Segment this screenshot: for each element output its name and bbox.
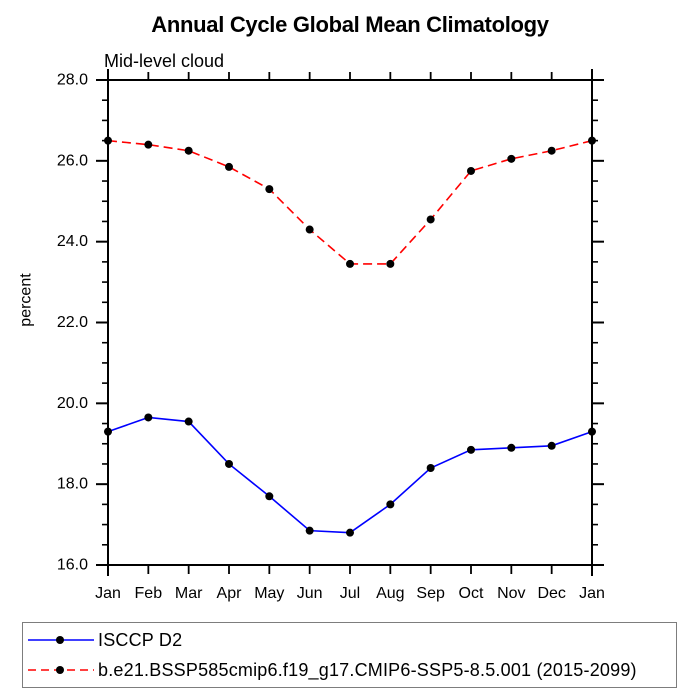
- y-tick-label: 18.0: [57, 476, 88, 493]
- marker-series-0: [547, 441, 556, 450]
- y-tick-label: 24.0: [57, 233, 88, 250]
- marker-series-1: [104, 136, 112, 145]
- marker-series-0: [386, 500, 395, 509]
- marker-series-0: [346, 528, 354, 537]
- x-tick-label: Jul: [340, 585, 360, 602]
- marker-series-1: [144, 140, 153, 149]
- marker-series-1: [184, 146, 193, 155]
- marker-series-0: [507, 443, 516, 452]
- x-tick-label: Jun: [297, 585, 323, 602]
- marker-series-0: [225, 459, 233, 468]
- plot-frame: [107, 79, 593, 566]
- legend-sample-marker: [56, 666, 64, 674]
- x-tick-label: Nov: [497, 585, 525, 602]
- legend-label-obs: ISCCP D2: [98, 629, 183, 650]
- y-tick-label: 26.0: [57, 152, 88, 169]
- x-tick-label: Jan: [579, 585, 605, 602]
- marker-series-1: [265, 185, 274, 194]
- marker-series-0: [305, 526, 314, 535]
- y-tick-label: 20.0: [57, 395, 88, 412]
- y-tick-label: 16.0: [57, 557, 88, 574]
- plot-svg: percent 16.0 18.0 20.0 22.0 24.0 26.0 28.0 Jan F…: [18, 69, 605, 602]
- x-tick-label: Mar: [175, 585, 203, 602]
- marker-series-0: [184, 417, 193, 426]
- marker-series-0: [265, 492, 274, 501]
- chart-subtitle: Mid-level cloud: [104, 51, 225, 71]
- marker-series-0: [144, 413, 153, 422]
- x-tick-label: Oct: [459, 585, 484, 602]
- marker-series-0: [426, 464, 435, 472]
- marker-series-0: [467, 445, 475, 454]
- chart-title: Annual Cycle Global Mean Climatology: [151, 12, 549, 37]
- legend-sample-line-model: [28, 666, 94, 674]
- x-tick-label: Jan: [95, 585, 121, 602]
- x-tick-label: Apr: [217, 585, 243, 602]
- marker-series-1: [467, 166, 475, 175]
- x-tick-label: Sep: [416, 585, 445, 602]
- legend-item-model: b.e21.BSSP585cmip6.f19_g17.CMIP6-SSP5-8.…: [26, 655, 676, 685]
- marker-series-1: [507, 154, 516, 163]
- y-tick-label: 28.0: [57, 72, 88, 89]
- x-tick-label: Dec: [537, 585, 565, 602]
- legend-sample-line-obs: [28, 636, 94, 644]
- legend-sample-marker: [56, 636, 64, 644]
- marker-series-1: [426, 215, 435, 224]
- marker-series-0: [104, 427, 112, 436]
- marker-series-1: [346, 259, 354, 268]
- marker-series-1: [225, 162, 233, 171]
- legend-label-model: b.e21.BSSP585cmip6.f19_g17.CMIP6-SSP5-8.…: [98, 659, 637, 680]
- x-tick-label: May: [254, 585, 284, 602]
- legend-box: ISCCP D2 b.e21.BSSP585cmip6.f19_g17.CMIP…: [22, 622, 677, 688]
- marker-series-0: [588, 427, 596, 436]
- legend-item-obs: ISCCP D2: [26, 625, 676, 655]
- y-tick-label: 22.0: [57, 314, 88, 331]
- x-tick-label: Feb: [135, 585, 163, 602]
- marker-series-1: [305, 225, 314, 234]
- series-line-1: [107, 139, 593, 265]
- x-tick-label: Aug: [376, 585, 404, 602]
- series-line-0: [107, 416, 593, 534]
- marker-series-1: [547, 146, 556, 155]
- y-axis-label: percent: [18, 273, 35, 327]
- marker-series-1: [588, 136, 596, 145]
- marker-series-1: [386, 259, 395, 268]
